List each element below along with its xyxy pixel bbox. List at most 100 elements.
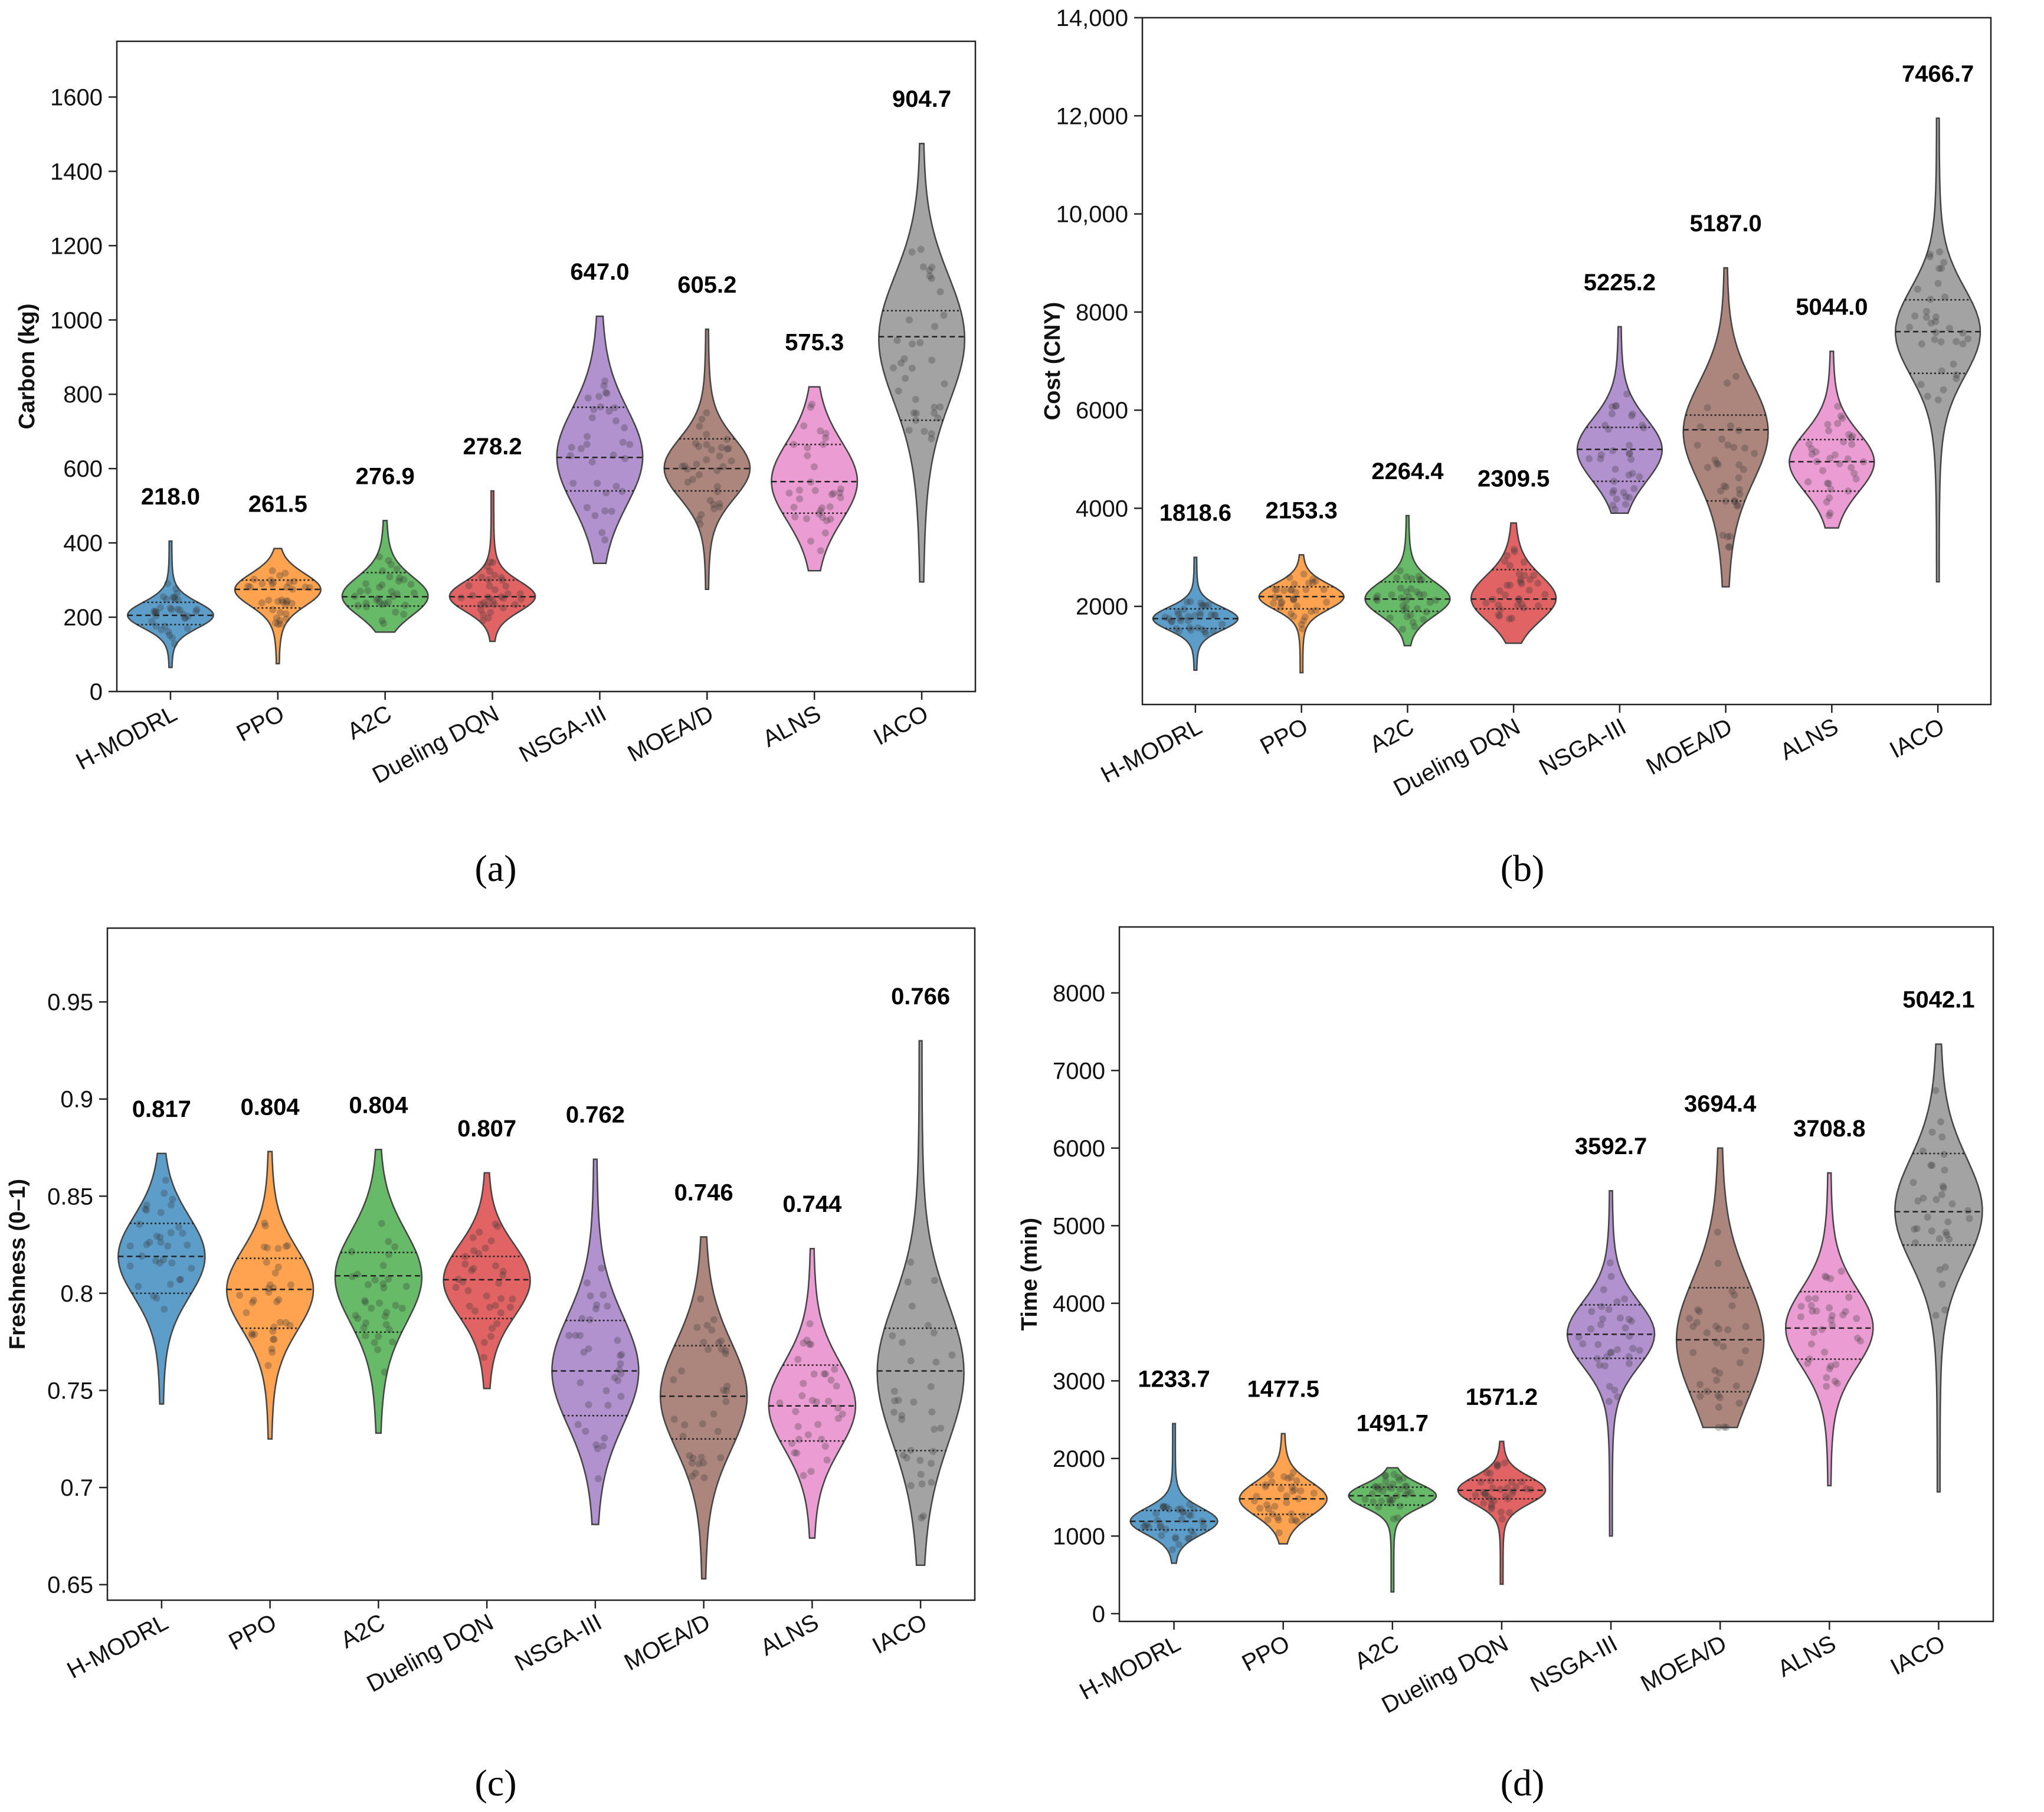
y-tick-label: 5000	[1053, 1213, 1105, 1239]
sample-point	[1154, 1516, 1161, 1524]
sample-point	[271, 619, 279, 627]
sample-point	[785, 489, 793, 497]
sample-point	[156, 1259, 163, 1267]
sample-point	[1605, 1398, 1613, 1405]
sample-point	[401, 601, 409, 609]
sample-point	[898, 1411, 906, 1419]
sample-point	[794, 1356, 802, 1363]
sample-point	[487, 1333, 494, 1340]
sample-point	[1508, 615, 1516, 622]
mean-label: 3592.7	[1575, 1133, 1647, 1159]
sample-point	[706, 497, 714, 504]
y-tick-label: 10,000	[1056, 202, 1128, 228]
violin-3	[1348, 1467, 1437, 1593]
sample-point	[379, 1261, 387, 1269]
sample-point	[776, 1399, 784, 1407]
sample-point	[1805, 440, 1813, 448]
sample-point	[477, 601, 484, 608]
sample-point	[1625, 1315, 1633, 1323]
sample-point	[1381, 1472, 1389, 1480]
sample-point	[1845, 431, 1853, 438]
sample-point	[908, 248, 916, 256]
x-tick-label: IACO	[1886, 1630, 1950, 1680]
sample-point	[1713, 1377, 1721, 1384]
sample-point	[1384, 1483, 1392, 1491]
sample-point	[681, 1421, 689, 1428]
sample-point	[1696, 423, 1704, 431]
sample-point	[592, 1305, 600, 1313]
sample-point	[818, 504, 826, 512]
sample-point	[470, 1264, 477, 1272]
sample-point	[1488, 1501, 1495, 1508]
sample-point	[488, 1325, 496, 1332]
sample-point	[1689, 1323, 1697, 1331]
sample-point	[1626, 1359, 1633, 1367]
sample-point	[912, 417, 920, 424]
sample-point	[1390, 1515, 1397, 1523]
y-axis-label: Freshness (0–1)	[5, 1179, 30, 1349]
sample-point	[569, 480, 577, 487]
sample-point	[1703, 1329, 1711, 1336]
sample-point	[1191, 612, 1198, 620]
sample-point	[703, 1322, 711, 1329]
sample-point	[804, 452, 811, 460]
sample-point	[908, 1302, 916, 1310]
y-tick-label: 12,000	[1056, 103, 1128, 129]
sample-point	[1509, 1487, 1517, 1495]
violin-2	[225, 1151, 315, 1440]
mean-label: 0.804	[241, 1095, 300, 1120]
sample-point	[889, 1332, 896, 1339]
caption-b: (b)	[1500, 847, 1545, 889]
sample-point	[171, 595, 179, 603]
y-axis-label: Time (min)	[1017, 1218, 1042, 1331]
sample-point	[925, 1322, 932, 1329]
sample-point	[1940, 258, 1948, 266]
sample-point	[275, 1296, 283, 1303]
sample-point	[705, 1346, 712, 1353]
sample-point	[276, 572, 284, 579]
sample-point	[1833, 1380, 1841, 1387]
sample-point	[1503, 552, 1511, 559]
sample-point	[703, 441, 710, 448]
sample-point	[1432, 597, 1440, 604]
sample-point	[489, 598, 497, 605]
sample-point	[1601, 421, 1609, 429]
sample-point	[601, 536, 609, 543]
violin-5	[551, 1158, 640, 1525]
sample-point	[1928, 1162, 1936, 1169]
sample-point	[1278, 598, 1286, 606]
sample-point	[269, 1328, 277, 1335]
sample-point	[1918, 340, 1925, 348]
sample-point	[1305, 579, 1312, 587]
sample-point	[716, 503, 723, 511]
sample-point	[1185, 1535, 1193, 1542]
sample-point	[160, 1305, 168, 1313]
sample-point	[791, 513, 799, 520]
sample-point	[1502, 1492, 1509, 1499]
sample-point	[1934, 396, 1942, 404]
sample-point	[813, 1398, 820, 1405]
sample-point	[454, 1276, 462, 1283]
sample-point	[1187, 1512, 1195, 1519]
sample-point	[899, 1339, 906, 1346]
sample-point	[1396, 1486, 1404, 1493]
sample-point	[268, 581, 276, 588]
violin-3	[1364, 515, 1451, 647]
sample-point	[1629, 410, 1636, 418]
sample-point	[1712, 1322, 1720, 1330]
sample-point	[1496, 1486, 1504, 1493]
sample-point	[1931, 336, 1938, 343]
sample-point	[803, 1336, 811, 1344]
sample-point	[484, 594, 492, 601]
sample-point	[1518, 601, 1526, 608]
y-axis-label: Cost (CNY)	[1040, 302, 1065, 421]
sample-point	[143, 1207, 150, 1214]
sample-point	[273, 1298, 280, 1306]
sample-point	[714, 483, 721, 490]
sample-point	[837, 494, 844, 502]
sample-point	[169, 1195, 176, 1203]
sample-point	[1515, 595, 1522, 602]
sample-point	[1185, 1511, 1193, 1518]
sample-point	[1506, 562, 1514, 569]
sample-point	[1826, 494, 1833, 502]
